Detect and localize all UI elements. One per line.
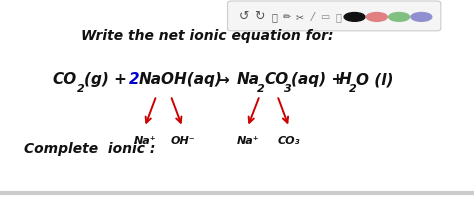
Text: Write the net ionic equation for:: Write the net ionic equation for: <box>81 29 333 43</box>
Circle shape <box>389 13 410 21</box>
Text: (aq) +: (aq) + <box>291 72 344 87</box>
Text: ▭: ▭ <box>320 12 330 22</box>
Text: →: → <box>216 72 228 87</box>
Text: CO: CO <box>264 72 288 87</box>
Text: ↻: ↻ <box>255 10 265 23</box>
Text: OH⁻: OH⁻ <box>171 136 195 146</box>
Text: ꟷ: ꟷ <box>271 12 277 22</box>
Text: ✏: ✏ <box>283 12 291 22</box>
Circle shape <box>411 13 432 21</box>
Text: 2: 2 <box>257 84 264 94</box>
Circle shape <box>344 13 365 21</box>
Text: NaOH(aq): NaOH(aq) <box>138 72 222 87</box>
Circle shape <box>366 13 387 21</box>
Text: 2: 2 <box>129 72 139 87</box>
Text: Complete  ionic :: Complete ionic : <box>24 142 155 156</box>
Text: O (l): O (l) <box>356 72 393 87</box>
Text: ⛾: ⛾ <box>335 12 341 22</box>
Text: 3: 3 <box>284 84 292 94</box>
Text: H: H <box>339 72 352 87</box>
Text: (g) +: (g) + <box>84 72 127 87</box>
Text: Na⁺: Na⁺ <box>134 136 157 146</box>
Text: ↺: ↺ <box>239 10 249 23</box>
Text: CO: CO <box>52 72 76 87</box>
Text: 2: 2 <box>77 84 84 94</box>
Text: /: / <box>310 12 314 22</box>
Text: 2: 2 <box>349 84 356 94</box>
Text: CO₃: CO₃ <box>278 136 300 146</box>
Text: Na⁺: Na⁺ <box>237 136 260 146</box>
Text: ✂: ✂ <box>295 12 304 22</box>
Text: Na: Na <box>237 72 260 87</box>
FancyBboxPatch shape <box>228 1 441 31</box>
